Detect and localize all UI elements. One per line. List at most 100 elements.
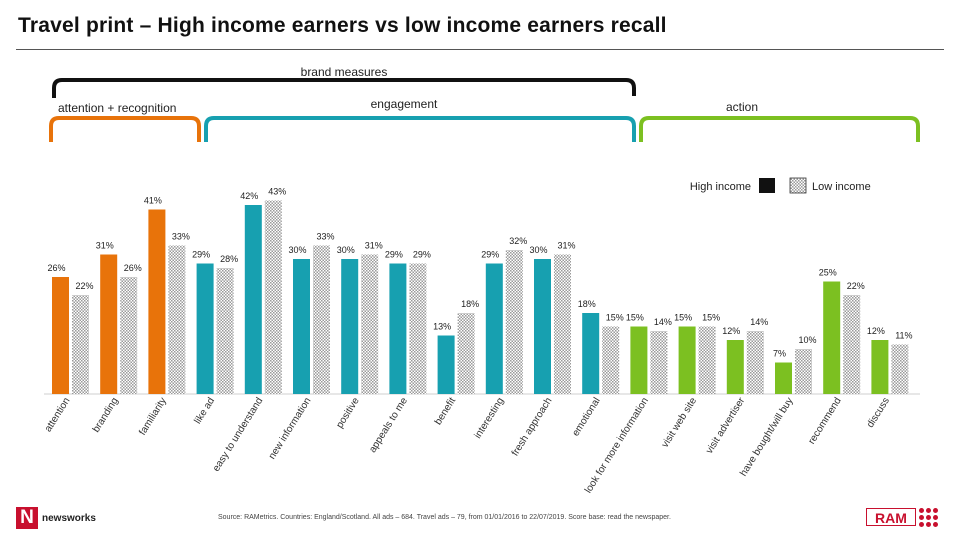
- category-label-familiarity: familiarity: [137, 396, 169, 438]
- value-label-high-easy-to-understand: 42%: [240, 191, 258, 201]
- action-bracket: [639, 116, 920, 142]
- value-label-low-discuss: 11%: [895, 331, 912, 341]
- category-label-visit-web-site: visit web site: [660, 395, 700, 449]
- bar-low-discuss: [891, 344, 909, 394]
- category-label-recommend: recommend: [806, 396, 843, 447]
- value-label-low-appeals-to-me: 29%: [413, 250, 431, 260]
- bar-high-interesting: [485, 263, 503, 394]
- category-label-benefit: benefit: [433, 396, 458, 427]
- bar-high-fresh-approach: [534, 259, 551, 394]
- page-title: Travel print – High income earners vs lo…: [18, 14, 667, 37]
- value-label-high-recommend: 25%: [819, 268, 837, 278]
- value-label-high-interesting: 29%: [481, 250, 499, 260]
- category-label-new-information: new information: [267, 396, 314, 462]
- bar-high-emotional: [582, 313, 600, 394]
- value-label-low-new-information: 33%: [316, 232, 334, 242]
- attention-group-label: attention + recognition: [58, 101, 176, 115]
- value-label-high-positive: 30%: [337, 245, 355, 255]
- ram-wordmark: RAM: [866, 508, 916, 526]
- bar-high-visit-web-site: [678, 326, 696, 394]
- value-label-high-appeals-to-me: 29%: [385, 250, 403, 260]
- attention-bracket: [49, 116, 201, 142]
- bar-low-like-ad: [216, 268, 234, 394]
- bar-high-visit-advertiser: [726, 340, 744, 394]
- ram-dots-icon: [919, 508, 941, 527]
- ram-logo: RAM: [866, 508, 941, 527]
- bar-low-attention: [72, 295, 89, 394]
- bar-high-benefit: [437, 335, 455, 394]
- brand-measures-bracket: [52, 78, 636, 98]
- value-label-low-positive: 31%: [365, 241, 383, 251]
- bar-high-discuss: [871, 340, 889, 394]
- value-label-low-familiarity: 33%: [172, 232, 190, 242]
- bar-high-new-information: [293, 259, 310, 394]
- bar-low-look-for-more-information: [650, 331, 668, 394]
- engagement-bracket: [204, 116, 636, 142]
- value-label-high-familiarity: 41%: [144, 196, 162, 206]
- title-divider: [16, 49, 944, 50]
- brand-measures-label: brand measures: [301, 65, 388, 79]
- value-label-high-attention: 26%: [47, 263, 65, 273]
- category-label-appeals-to-me: appeals to me: [367, 395, 410, 454]
- category-label-discuss: discuss: [865, 396, 892, 430]
- bar-high-attention: [52, 277, 69, 394]
- value-label-low-interesting: 32%: [509, 236, 527, 246]
- bar-low-branding: [120, 277, 138, 394]
- value-label-low-branding: 26%: [124, 263, 142, 273]
- newsworks-wordmark: newsworks: [42, 512, 96, 524]
- value-label-low-benefit: 18%: [461, 299, 479, 309]
- legend-high-swatch: [759, 178, 775, 193]
- value-label-high-like-ad: 29%: [192, 250, 210, 260]
- value-label-high-discuss: 12%: [867, 326, 885, 336]
- value-label-low-attention: 22%: [75, 281, 93, 291]
- value-label-low-emotional: 15%: [606, 313, 624, 323]
- bar-low-positive: [361, 254, 379, 394]
- bar-low-visit-advertiser: [746, 331, 764, 394]
- category-label-fresh-approach: fresh approach: [510, 396, 555, 458]
- category-label-like-ad: like ad: [192, 396, 217, 426]
- legend-low-label: Low income: [812, 181, 871, 193]
- bar-low-have-bought-will-buy: [795, 349, 812, 394]
- bar-high-positive: [341, 259, 359, 394]
- category-label-attention: attention: [43, 396, 73, 434]
- value-label-low-look-for-more-information: 14%: [654, 317, 672, 327]
- value-label-high-visit-web-site: 15%: [674, 313, 692, 323]
- value-label-low-easy-to-understand: 43%: [268, 187, 286, 197]
- value-label-low-visit-advertiser: 14%: [750, 317, 768, 327]
- bar-low-familiarity: [168, 245, 186, 394]
- bar-high-branding: [100, 254, 118, 394]
- legend-high-label: High income: [690, 181, 751, 193]
- bar-high-appeals-to-me: [389, 263, 407, 394]
- category-label-visit-advertiser: visit advertiser: [704, 395, 748, 456]
- newsworks-logo: N newsworks: [16, 507, 96, 529]
- engagement-group-label: engagement: [371, 97, 438, 111]
- category-label-easy-to-understand: easy to understand: [211, 396, 265, 474]
- value-label-high-benefit: 13%: [433, 322, 451, 332]
- bar-high-have-bought-will-buy: [775, 362, 792, 394]
- bar-high-look-for-more-information: [630, 326, 648, 394]
- value-label-low-fresh-approach: 31%: [557, 241, 575, 251]
- value-label-high-have-bought-will-buy: 7%: [773, 349, 786, 359]
- bar-low-appeals-to-me: [409, 263, 427, 394]
- value-label-high-fresh-approach: 30%: [529, 245, 547, 255]
- bar-high-familiarity: [148, 209, 166, 394]
- bar-low-emotional: [602, 326, 620, 394]
- value-label-high-new-information: 30%: [288, 245, 306, 255]
- value-label-low-recommend: 22%: [847, 281, 865, 291]
- source-note: Source: RAMetrics. Countries: England/Sc…: [218, 514, 671, 521]
- bar-low-new-information: [313, 245, 330, 394]
- value-label-low-visit-web-site: 15%: [702, 313, 720, 323]
- category-label-positive: positive: [334, 395, 362, 430]
- category-label-branding: branding: [91, 396, 121, 435]
- bar-chart: brand measures attention + recognition e…: [43, 65, 920, 495]
- legend-low-swatch: [789, 177, 807, 194]
- value-label-low-like-ad: 28%: [220, 254, 238, 264]
- bar-high-easy-to-understand: [244, 205, 262, 394]
- category-label-have-bought-will-buy: have bought/will buy: [738, 396, 795, 479]
- bar-high-recommend: [823, 281, 841, 394]
- bar-low-fresh-approach: [554, 254, 571, 394]
- bar-low-visit-web-site: [698, 326, 716, 394]
- bar-low-benefit: [457, 313, 475, 394]
- bar-low-interesting: [505, 250, 523, 394]
- value-label-high-visit-advertiser: 12%: [722, 326, 740, 336]
